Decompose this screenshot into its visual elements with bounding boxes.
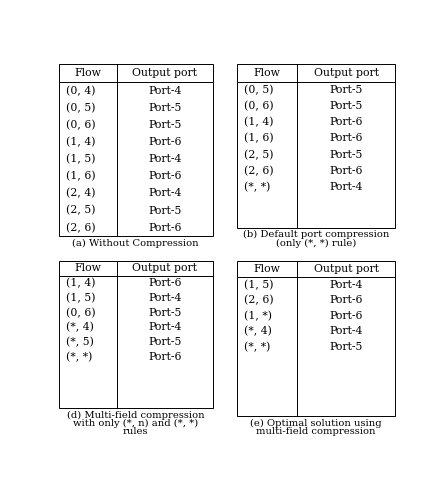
Text: Port-4: Port-4: [329, 280, 363, 290]
Text: (only (*, *) rule): (only (*, *) rule): [276, 239, 356, 248]
Text: (*, *): (*, *): [244, 182, 270, 193]
Text: multi-field compression: multi-field compression: [256, 427, 376, 436]
Text: (1, 4): (1, 4): [244, 117, 273, 127]
Text: (0, 6): (0, 6): [66, 120, 96, 130]
Text: Port-6: Port-6: [329, 311, 363, 321]
Text: Port-4: Port-4: [148, 322, 182, 333]
Text: (*, 4): (*, 4): [66, 322, 94, 333]
Text: Output port: Output port: [133, 264, 198, 273]
Text: Port-4: Port-4: [329, 326, 363, 336]
Text: (d) Multi-field compression: (d) Multi-field compression: [67, 411, 205, 420]
Text: (1, 6): (1, 6): [66, 171, 96, 182]
Text: with only (*, n) and (*, *): with only (*, n) and (*, *): [73, 419, 198, 428]
Text: (*, 4): (*, 4): [244, 326, 272, 337]
Text: (2, 5): (2, 5): [244, 149, 273, 160]
Text: Flow: Flow: [75, 264, 101, 273]
Text: (0, 5): (0, 5): [244, 85, 273, 95]
Text: (1, 4): (1, 4): [66, 278, 96, 289]
Text: (1, 4): (1, 4): [66, 137, 96, 147]
Text: Port-6: Port-6: [329, 166, 363, 176]
Bar: [59, 65, 213, 236]
Text: Output port: Output port: [314, 68, 379, 78]
Text: (e) Optimal solution using: (e) Optimal solution using: [250, 419, 382, 428]
Bar: [59, 261, 213, 408]
Text: Port-6: Port-6: [329, 133, 363, 144]
Text: (0, 4): (0, 4): [66, 86, 96, 96]
Text: Port-6: Port-6: [148, 137, 182, 147]
Text: Port-4: Port-4: [148, 154, 182, 164]
Text: Flow: Flow: [253, 68, 280, 78]
Text: Port-6: Port-6: [148, 222, 182, 233]
Text: Port-4: Port-4: [329, 182, 363, 192]
Text: Port-5: Port-5: [329, 150, 363, 160]
Text: (b) Default port compression: (b) Default port compression: [243, 230, 389, 240]
Text: Port-6: Port-6: [329, 295, 363, 305]
Text: (2, 6): (2, 6): [244, 295, 274, 305]
Bar: [237, 261, 395, 416]
Text: (2, 4): (2, 4): [66, 188, 96, 198]
Text: Port-5: Port-5: [329, 342, 363, 352]
Text: Port-5: Port-5: [329, 85, 363, 95]
Text: Port-5: Port-5: [148, 337, 182, 347]
Text: Port-5: Port-5: [148, 205, 182, 216]
Text: (2, 5): (2, 5): [66, 205, 96, 216]
Bar: [237, 65, 395, 228]
Text: (1, 5): (1, 5): [244, 280, 273, 290]
Text: (*, *): (*, *): [66, 352, 93, 362]
Text: (2, 6): (2, 6): [66, 222, 96, 233]
Text: Output port: Output port: [133, 69, 198, 78]
Text: Port-5: Port-5: [148, 103, 182, 113]
Text: Port-5: Port-5: [148, 308, 182, 318]
Text: (1, 6): (1, 6): [244, 133, 274, 144]
Text: Flow: Flow: [75, 69, 101, 78]
Text: Port-5: Port-5: [329, 101, 363, 111]
Text: Port-6: Port-6: [329, 117, 363, 127]
Text: (1, 5): (1, 5): [66, 293, 96, 303]
Text: rules: rules: [123, 427, 149, 436]
Text: (1, *): (1, *): [244, 311, 272, 321]
Text: Port-4: Port-4: [148, 293, 182, 303]
Text: Port-6: Port-6: [148, 172, 182, 181]
Text: (2, 6): (2, 6): [244, 166, 274, 176]
Text: Port-5: Port-5: [148, 120, 182, 130]
Text: Port-6: Port-6: [148, 352, 182, 362]
Text: Port-6: Port-6: [148, 278, 182, 289]
Text: (0, 6): (0, 6): [244, 101, 274, 111]
Text: (0, 6): (0, 6): [66, 308, 96, 318]
Text: Flow: Flow: [253, 264, 280, 274]
Text: (*, *): (*, *): [244, 342, 270, 352]
Text: Port-4: Port-4: [148, 86, 182, 96]
Text: (1, 5): (1, 5): [66, 154, 96, 165]
Text: Output port: Output port: [314, 264, 379, 274]
Text: (0, 5): (0, 5): [66, 103, 96, 113]
Text: (a) Without Compression: (a) Without Compression: [73, 239, 199, 248]
Text: Port-4: Port-4: [148, 189, 182, 198]
Text: (*, 5): (*, 5): [66, 337, 94, 347]
